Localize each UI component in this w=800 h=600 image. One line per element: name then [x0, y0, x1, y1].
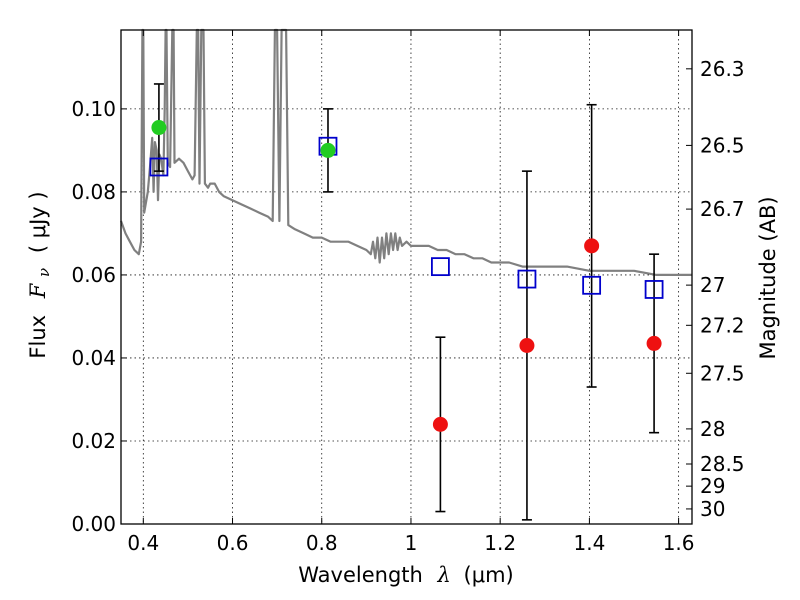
- y-tick-label: 0.00: [71, 512, 116, 536]
- x-axis-label-unit: (μm): [464, 563, 514, 587]
- observed-point-red: [646, 335, 662, 351]
- y-tick-label: 0.08: [71, 180, 116, 204]
- x-tick-label: 0.4: [127, 531, 159, 555]
- y2-tick-label: 27.2: [700, 313, 745, 337]
- y-axis-label-subscript: ν: [35, 268, 53, 277]
- model-photometry-square: [431, 257, 450, 277]
- y2-tick-label: 29: [700, 474, 725, 498]
- y2-tick-label: 28.5: [700, 452, 745, 476]
- x-tick-label: 1.6: [663, 531, 695, 555]
- y2-tick-label: 26.3: [700, 57, 745, 81]
- model-photometry-square: [582, 275, 602, 295]
- observed-point-red: [584, 238, 600, 254]
- observed-point-red: [432, 416, 448, 432]
- model-photometry-square: [149, 157, 169, 177]
- model-spectrum-line: [119, 28, 692, 276]
- y-axis-label-unit: ( μJy ): [26, 191, 50, 253]
- y2-tick-label: 26.5: [700, 133, 745, 157]
- y-axis-label: Flux F ν ( μJy ): [26, 191, 54, 358]
- marker-layer: [149, 120, 664, 432]
- spectrum-layer: [119, 28, 692, 276]
- y2-tick-label: 28: [700, 417, 725, 441]
- y2-tick-label: 26.7: [700, 197, 745, 221]
- y2-axis-label: Magnitude (AB): [756, 196, 780, 359]
- observed-point-green: [320, 142, 336, 158]
- x-tick-label: 1: [405, 531, 418, 555]
- model-photometry-square: [517, 269, 537, 289]
- y2-tick-label: 27.5: [700, 361, 745, 385]
- x-axis-label-symbol: λ: [437, 563, 451, 587]
- y-tick-label: 0.02: [71, 429, 116, 453]
- plot-frame: [120, 29, 693, 525]
- errorbar-layer: [153, 83, 660, 521]
- y2-tick-label: 27: [700, 273, 725, 297]
- y-axis-label-prefix: Flux: [26, 315, 50, 359]
- x-tick-label: 0.6: [217, 531, 249, 555]
- x-tick-label: 1.2: [484, 531, 516, 555]
- y-tick-label: 0.06: [71, 263, 116, 287]
- y-axis-label-symbol: F: [26, 282, 50, 299]
- x-axis-label-prefix: Wavelength: [298, 563, 423, 587]
- tick-layer: 0.4 0.6 0.8 1 1.2 1.4 1.6 0.00 0.02 0.04 0.06 0.08 0…: [71, 30, 745, 555]
- x-axis-label: Wavelength λ (μm): [298, 563, 513, 587]
- observed-point-green: [151, 120, 167, 136]
- x-tick-label: 0.8: [306, 531, 338, 555]
- grid: [121, 30, 692, 524]
- y-tick-label: 0.04: [71, 346, 116, 370]
- observed-point-red: [519, 337, 535, 353]
- model-photometry-square: [644, 280, 664, 299]
- x-tick-label: 1.4: [573, 531, 605, 555]
- y-tick-label: 0.10: [71, 97, 116, 121]
- y2-tick-label: 30: [700, 497, 725, 521]
